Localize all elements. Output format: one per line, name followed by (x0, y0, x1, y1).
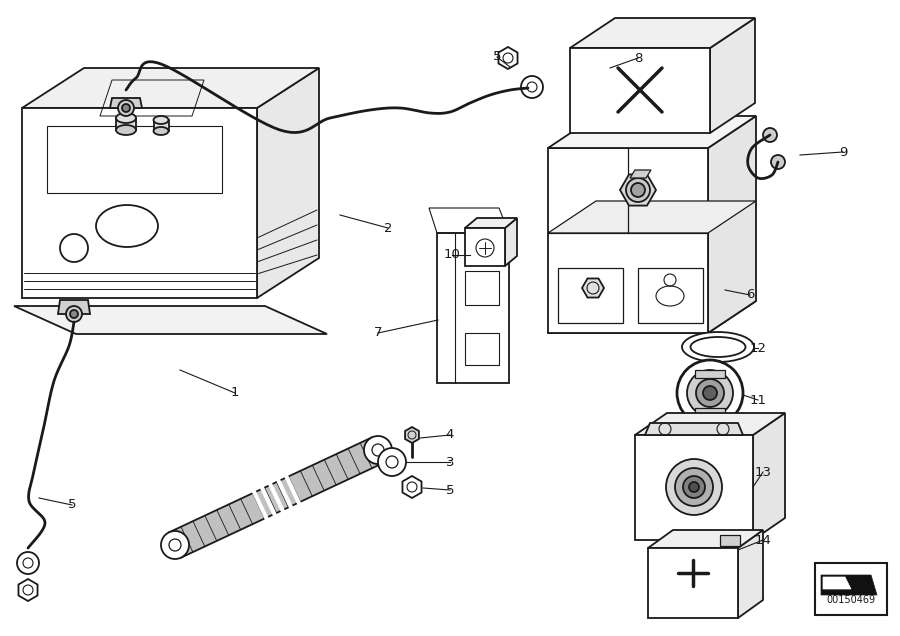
Text: 11: 11 (750, 394, 767, 406)
Polygon shape (548, 201, 756, 233)
Polygon shape (154, 120, 169, 131)
Polygon shape (710, 18, 755, 133)
Polygon shape (465, 218, 517, 228)
Text: 7: 7 (374, 326, 382, 340)
Circle shape (66, 306, 82, 322)
Polygon shape (402, 476, 421, 498)
Circle shape (703, 386, 717, 400)
Polygon shape (821, 575, 877, 595)
Text: 6: 6 (746, 289, 754, 301)
Polygon shape (405, 427, 418, 443)
Circle shape (666, 459, 722, 515)
Polygon shape (823, 577, 851, 589)
Ellipse shape (682, 332, 754, 362)
Text: 00150469: 00150469 (826, 595, 876, 605)
Polygon shape (645, 423, 743, 435)
Text: 2: 2 (383, 221, 392, 235)
Polygon shape (815, 563, 887, 615)
Ellipse shape (116, 113, 136, 123)
Circle shape (631, 183, 645, 197)
Text: 13: 13 (754, 466, 771, 478)
Polygon shape (465, 228, 505, 266)
Polygon shape (570, 18, 755, 48)
Circle shape (122, 104, 130, 112)
Polygon shape (648, 530, 763, 548)
Polygon shape (695, 370, 725, 378)
Polygon shape (499, 47, 517, 69)
Ellipse shape (154, 116, 168, 124)
Circle shape (626, 178, 650, 202)
Polygon shape (548, 301, 756, 333)
Polygon shape (548, 116, 756, 148)
Polygon shape (720, 535, 740, 546)
Circle shape (70, 310, 78, 318)
Polygon shape (582, 279, 604, 298)
Polygon shape (169, 438, 384, 558)
Circle shape (687, 370, 733, 416)
Polygon shape (635, 435, 753, 540)
Circle shape (521, 76, 543, 98)
Circle shape (378, 448, 406, 476)
Text: 12: 12 (750, 342, 767, 354)
Circle shape (771, 155, 785, 169)
Polygon shape (635, 413, 785, 435)
Circle shape (161, 531, 189, 559)
Circle shape (763, 128, 777, 142)
Polygon shape (14, 306, 327, 334)
Polygon shape (738, 530, 763, 618)
Circle shape (696, 379, 724, 407)
Text: 5: 5 (446, 483, 454, 497)
Text: 4: 4 (446, 429, 454, 441)
Circle shape (683, 476, 705, 498)
Polygon shape (708, 116, 756, 333)
Ellipse shape (154, 127, 168, 135)
Text: 8: 8 (634, 52, 643, 64)
Polygon shape (257, 68, 319, 298)
Polygon shape (437, 233, 509, 383)
Text: 10: 10 (444, 249, 461, 261)
Circle shape (118, 100, 134, 116)
Circle shape (689, 482, 699, 492)
Polygon shape (116, 118, 136, 130)
Polygon shape (648, 548, 738, 618)
Polygon shape (505, 218, 517, 266)
Circle shape (17, 552, 39, 574)
Text: 14: 14 (754, 534, 771, 546)
Polygon shape (22, 108, 257, 298)
Polygon shape (570, 48, 710, 133)
Polygon shape (620, 174, 656, 205)
Polygon shape (630, 170, 651, 178)
Circle shape (677, 360, 743, 426)
Text: 3: 3 (446, 455, 454, 469)
Polygon shape (548, 148, 708, 333)
Polygon shape (695, 408, 725, 416)
Text: 5: 5 (68, 499, 76, 511)
Ellipse shape (116, 125, 136, 135)
Polygon shape (753, 413, 785, 540)
Text: 5: 5 (493, 50, 501, 64)
Polygon shape (19, 579, 38, 601)
Ellipse shape (690, 337, 745, 357)
Text: 1: 1 (230, 387, 239, 399)
Polygon shape (58, 300, 90, 314)
Circle shape (364, 436, 392, 464)
Text: 9: 9 (839, 146, 847, 158)
Polygon shape (110, 98, 142, 108)
Polygon shape (22, 68, 319, 108)
Circle shape (675, 468, 713, 506)
